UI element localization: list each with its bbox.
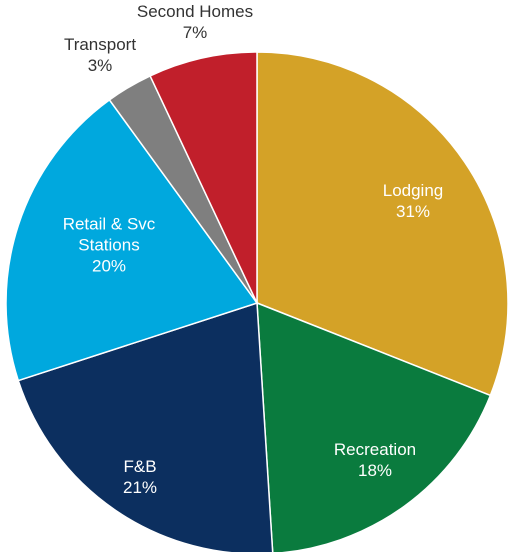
value-label: 21% xyxy=(122,478,158,497)
slice-label: F&B 21% xyxy=(75,456,205,498)
slice-label: Lodging 31% xyxy=(348,180,478,222)
value-label: 31% xyxy=(395,202,431,221)
category-name: F&B xyxy=(123,457,157,476)
value-label: 20% xyxy=(91,256,127,276)
value-label: 7% xyxy=(182,23,208,42)
slice-label: Recreation 18% xyxy=(310,439,440,481)
category-name: Transport xyxy=(63,35,137,54)
category-name: Retail & Svc Stations xyxy=(62,214,156,255)
category-name: Recreation xyxy=(333,440,417,459)
pie-slice xyxy=(17,301,274,552)
pie-slice xyxy=(256,51,508,397)
value-label: 18% xyxy=(357,461,393,480)
pie-slice xyxy=(149,51,258,304)
pie-slice xyxy=(256,301,492,552)
slice-label: Retail & Svc Stations 20% xyxy=(44,214,174,277)
slice-label: Second Homes 7% xyxy=(130,1,260,43)
value-label: 3% xyxy=(87,56,113,75)
category-name: Second Homes xyxy=(136,2,254,21)
category-name: Lodging xyxy=(382,181,444,200)
slice-label: Transport 3% xyxy=(35,34,165,76)
pie-slice xyxy=(5,98,259,382)
